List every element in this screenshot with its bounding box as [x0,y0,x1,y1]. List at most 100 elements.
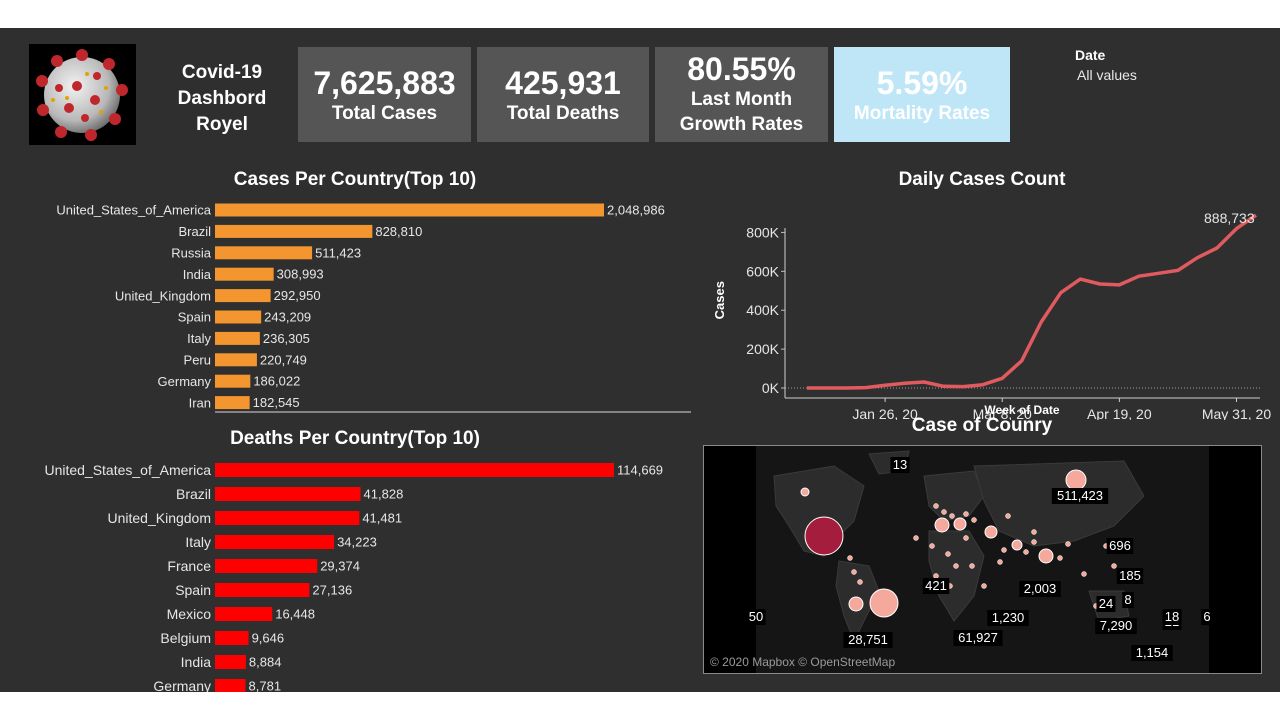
country-bubble[interactable] [1011,539,1023,551]
country-bubble[interactable] [945,551,951,557]
map-value-label: 2,003 [1024,581,1057,596]
category-label: Brazil [176,486,211,502]
kpi-value: 425,931 [505,65,621,101]
bar[interactable] [215,463,614,477]
daily-cases-chart: 0K 200K 400K 600K 800K Jan 26, 20 Mar 8, 20 Apr… [712,210,1271,420]
bar[interactable] [215,289,271,303]
x-axis-label: Week of Date [984,403,1059,417]
value-label: 16,448 [275,607,315,622]
category-label: United_States_of_America [56,203,211,218]
country-bubble[interactable] [953,563,959,569]
x-tick-label: May 31, 20 [1202,406,1271,420]
country-bubble[interactable] [1023,549,1029,555]
bar[interactable] [215,487,361,501]
bar[interactable] [215,396,250,410]
bar[interactable] [215,331,260,345]
map-value-label: 13 [893,457,907,472]
country-bubble[interactable] [963,535,969,541]
map-margin-right [1209,446,1261,673]
value-label: 41,481 [362,511,402,526]
kpi-mortality-rate: 5.59% Mortality Rates [834,47,1010,142]
map-label-bg [843,632,893,648]
bar[interactable] [215,224,373,238]
category-label: Mexico [167,606,212,622]
country-bubble[interactable] [1065,469,1087,491]
map-label-bg [890,457,910,473]
map-label-bg [1095,618,1137,634]
country-bubble[interactable] [941,509,947,515]
kpi-growth-rate: 80.55% Last Month Growth Rates [655,47,828,142]
country-bubble[interactable] [851,569,857,575]
category-label: France [167,558,211,574]
map-value-label: 6 [1203,609,1210,624]
map-value-label: 421 [925,578,947,593]
map-label-bg [1096,596,1116,612]
map-label-bg [1019,581,1061,597]
category-label: Italy [187,331,211,346]
world-map[interactable]: 13511,4236961854212,0032487,29021181,230… [704,446,1261,673]
category-label: Germany [158,374,212,389]
country-bubble[interactable] [963,511,969,517]
bar[interactable] [215,374,251,388]
country-bubble[interactable] [1081,571,1087,577]
country-bubble[interactable] [1065,541,1071,547]
kpi-value: 7,625,883 [313,65,456,101]
country-bubble[interactable] [929,543,935,549]
country-bubble[interactable] [848,596,864,612]
date-filter-value[interactable]: All values [1077,67,1137,83]
country-bubble[interactable] [857,579,863,585]
bar[interactable] [215,535,335,549]
bar[interactable] [215,310,262,324]
country-bubble[interactable] [933,503,939,509]
country-bubble[interactable] [800,487,810,497]
country-bubble[interactable] [1111,563,1117,569]
country-bubble[interactable] [984,525,998,539]
category-label: Brazil [178,224,211,239]
country-bubble[interactable] [804,516,844,556]
country-bubble[interactable] [1031,529,1037,535]
value-label: 2,048,986 [607,203,665,218]
bar[interactable] [215,267,274,281]
country-bubble[interactable] [1038,548,1054,564]
country-bubble[interactable] [981,583,987,589]
country-bubble[interactable] [1005,513,1011,519]
y-tick-label: 0K [762,380,780,396]
country-bubble[interactable] [949,513,955,519]
bar[interactable] [215,246,313,260]
value-label: 182,545 [253,395,300,410]
country-bubble[interactable] [997,559,1003,565]
country-bubble[interactable] [1031,539,1037,545]
country-bubble[interactable] [934,517,950,533]
bar[interactable] [215,203,604,217]
country-bubble[interactable] [847,555,853,561]
bar[interactable] [215,583,310,597]
bar[interactable] [215,631,249,645]
daily-cases-line[interactable] [807,213,1257,390]
map-value-label: 61,927 [958,630,998,645]
map-value-label: 1,154 [1136,645,1169,660]
country-bubble[interactable] [969,563,975,569]
bar[interactable] [215,353,257,367]
case-map[interactable]: 13511,4236961854212,0032487,29021181,230… [703,445,1262,674]
country-bubble[interactable] [953,517,967,531]
bar[interactable] [215,679,246,692]
country-bubble[interactable] [913,535,919,541]
value-label: 29,374 [320,559,360,574]
category-label: Belgium [160,630,211,646]
category-label: India [183,267,212,282]
value-label: 34,223 [337,535,377,550]
country-bubble[interactable] [869,588,899,618]
bar[interactable] [215,559,318,573]
map-value-label: 8 [1124,592,1131,607]
map-title: Case of Counry [911,415,1053,436]
country-bubble[interactable] [971,517,977,523]
cases-per-country-chart: United_States_of_America 2,048,986 Brazil 8… [56,203,691,413]
category-label: Peru [184,352,211,367]
bar[interactable] [215,607,273,621]
bar[interactable] [215,655,246,669]
bar[interactable] [215,511,360,525]
country-bubble[interactable] [1057,555,1063,561]
country-bubble[interactable] [1001,547,1007,553]
map-label-bg [953,630,1003,646]
dashboard-title: Covid-19 Dashbord Royel [177,62,267,135]
